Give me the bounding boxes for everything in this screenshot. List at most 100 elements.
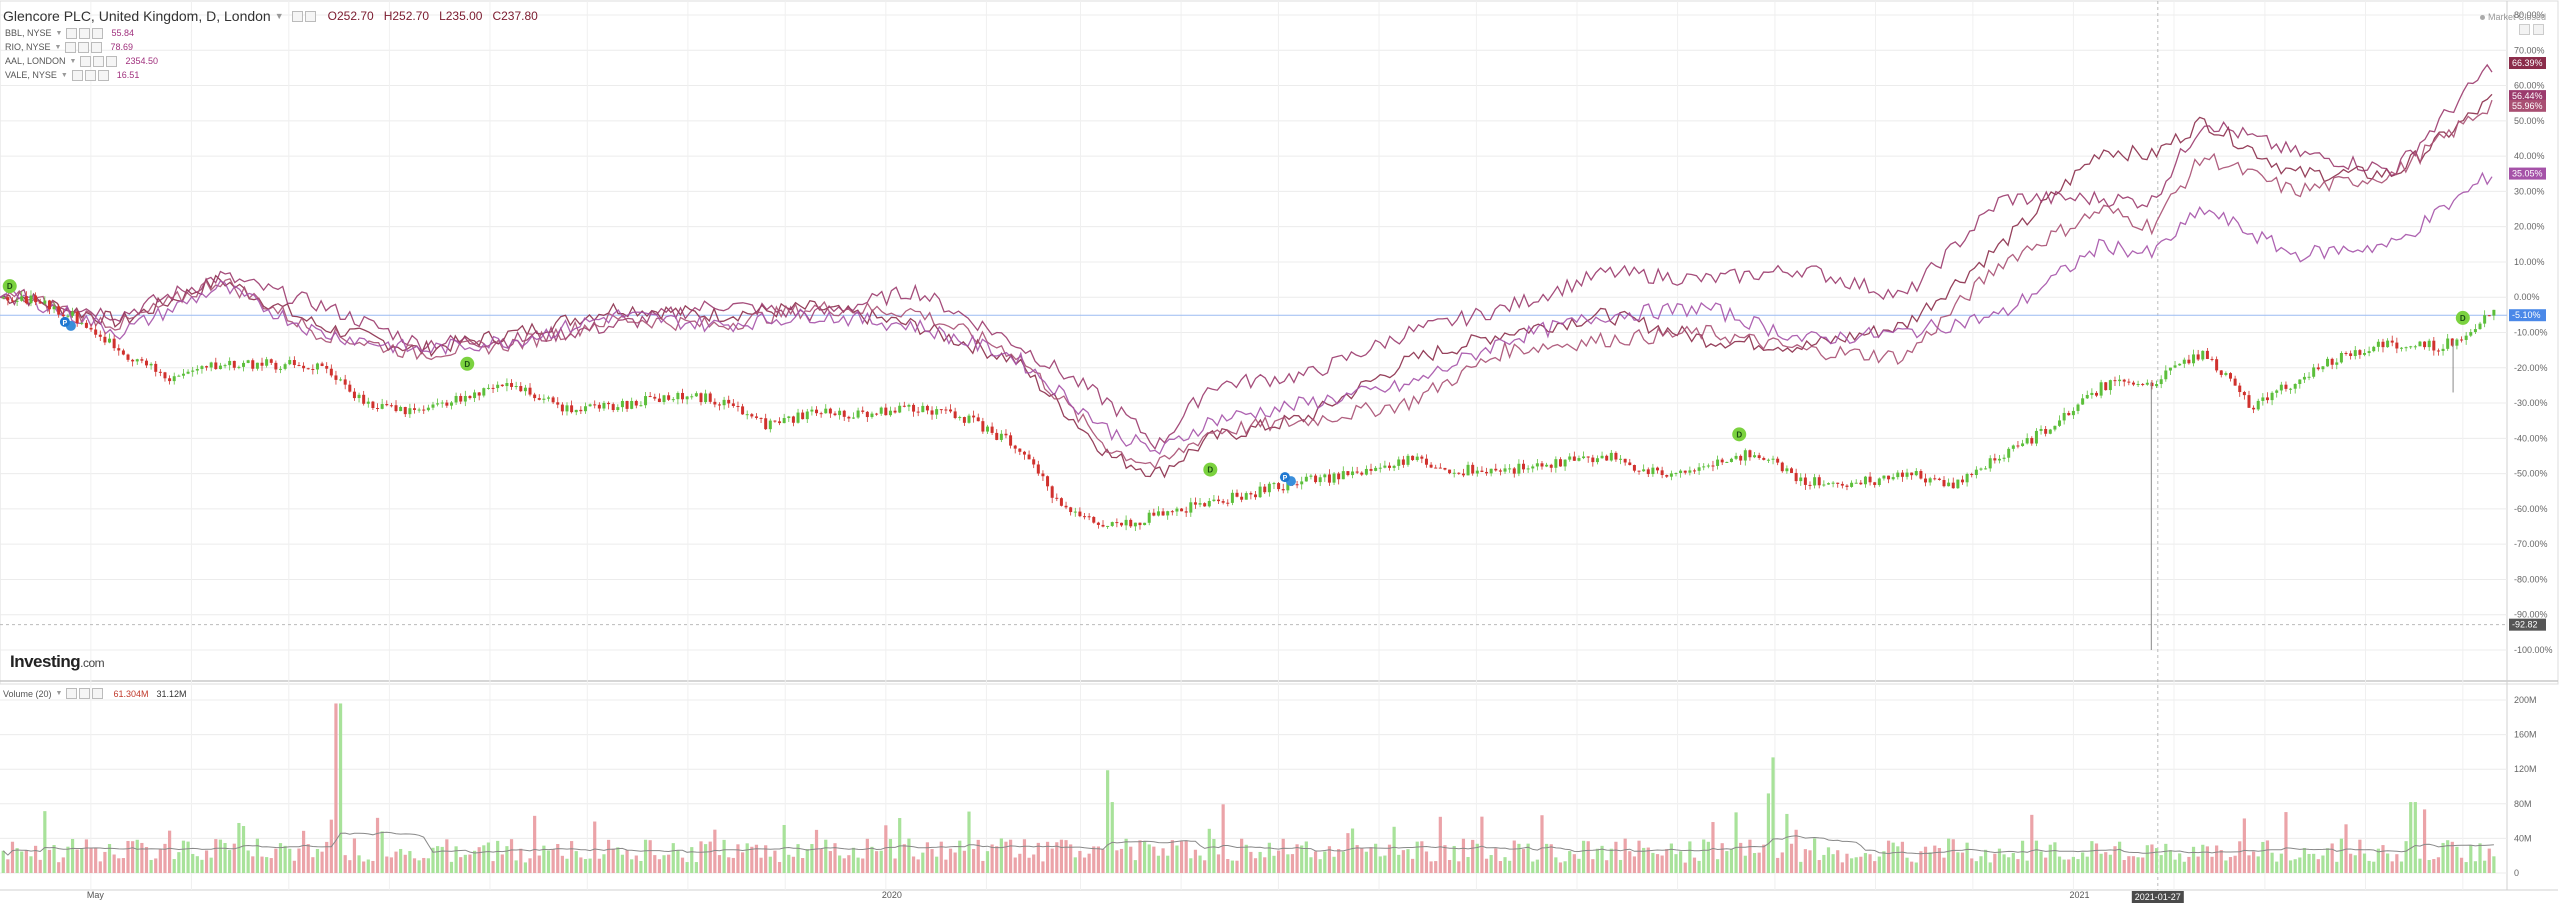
volume-bar [911,856,916,873]
candle-body [1522,463,1526,470]
candle-body [29,295,33,304]
volume-bar [24,850,28,873]
candle-body [1868,476,1872,483]
maximize-icon[interactable] [2519,24,2530,35]
candle-body [1424,458,1428,465]
volume-bar [1845,853,1849,873]
candle-body [1480,470,1484,472]
candle-body [1984,468,1988,470]
volume-bar [1910,861,1914,873]
candle-body [1,297,5,299]
volume-bar [2386,853,2390,873]
volume-bar [2492,856,2496,873]
settings-icon[interactable] [93,55,105,67]
eye-icon[interactable] [66,688,78,699]
eye-icon[interactable] [80,55,92,67]
candle-body [2113,380,2117,382]
chevron-down-icon[interactable]: ▼ [54,43,62,51]
volume-bar [6,859,10,873]
close-icon[interactable] [91,41,103,53]
eye-icon[interactable] [65,41,77,53]
volume-bar [1776,857,1780,873]
volume-bar [1429,861,1433,873]
volume-bar [163,843,167,873]
volume-bar [1859,856,1863,873]
volume-bar [2191,846,2196,873]
candle-body [66,315,70,317]
settings-icon[interactable] [291,10,303,22]
candle-body [191,370,195,372]
candle-body [1910,472,1914,476]
candle-body [1508,468,1512,470]
candle-body [2108,380,2112,391]
close-icon[interactable] [92,688,104,699]
volume-bar [1933,845,1937,873]
volume-bar [981,860,985,873]
volume-bar [191,853,195,873]
volume-bar [1780,852,1784,873]
candle-body [2261,397,2265,401]
candle-body [1388,465,1392,468]
dividend-marker-icon [2,279,17,294]
volume-bar [1683,862,1687,873]
volume-bar [2030,814,2034,873]
volume-bar [1947,838,1951,873]
volume-bar [2247,855,2251,873]
comparison-row-vale[interactable]: VALE, NYSE ▼ 16.51 [5,69,140,81]
volume-bar [1545,843,1549,873]
comparison-row-bbl[interactable]: BBL, NYSE ▼ 55.84 [5,27,134,39]
eye-icon[interactable] [66,27,78,39]
volume-bar [1290,854,1295,873]
volume-bar [2127,856,2131,873]
candle-body [385,404,389,406]
dividend-marker-label: D [7,282,13,291]
chevron-down-icon[interactable]: ▼ [69,57,77,65]
candle-body [782,418,786,424]
price-tag-label: -5.10% [2512,310,2541,320]
close-icon[interactable] [97,69,109,81]
volume-bar [842,858,846,873]
candle-body [1050,486,1054,498]
volume-bar [810,844,814,873]
volume-bar [1563,861,1567,873]
volume-bar [662,855,666,873]
eye-icon[interactable] [71,69,83,81]
volume-bar [1041,861,1045,873]
settings-icon[interactable] [2533,24,2544,35]
close-icon[interactable] [106,55,118,67]
close-icon[interactable] [92,27,104,39]
volume-bar [1586,841,1590,873]
volume-bar [1891,842,1895,873]
volume-bar [472,850,477,873]
volume-bar [874,851,879,873]
comparison-row-aal[interactable]: AAL, LONDON ▼ 2354.50 [5,55,159,67]
candle-body [376,408,380,410]
candle-body [2492,309,2496,316]
comparison-row-rio[interactable]: RIO, NYSE ▼ 78.69 [5,41,133,53]
candle-body [1013,445,1017,449]
chevron-down-icon[interactable]: ▼ [60,71,68,79]
close-icon[interactable] [304,10,316,22]
candle-body [214,362,218,370]
candle-body [1267,483,1271,493]
settings-icon[interactable] [84,69,96,81]
candle-body [2196,354,2200,360]
volume-bar [1628,851,1632,873]
chevron-down-icon[interactable]: ▼ [55,29,63,37]
chevron-down-icon[interactable]: ▼ [274,11,284,21]
volume-bar [935,856,939,873]
chevron-down-icon[interactable]: ▼ [55,690,63,697]
volume-header[interactable]: Volume (20) ▼ 61.304M 31.12M [3,688,187,699]
volume-bar [107,843,112,873]
volume-bar [990,844,994,873]
instrument-title[interactable]: Glencore PLC, United Kingdom, D, London [3,8,271,24]
candle-body [2168,367,2172,371]
settings-icon[interactable] [78,41,90,53]
volume-bar [2011,852,2015,873]
settings-icon[interactable] [79,688,91,699]
candle-body [306,368,310,370]
y-tick-label: -20.00% [2514,363,2548,373]
volume-bar [98,861,102,873]
settings-icon[interactable] [79,27,91,39]
